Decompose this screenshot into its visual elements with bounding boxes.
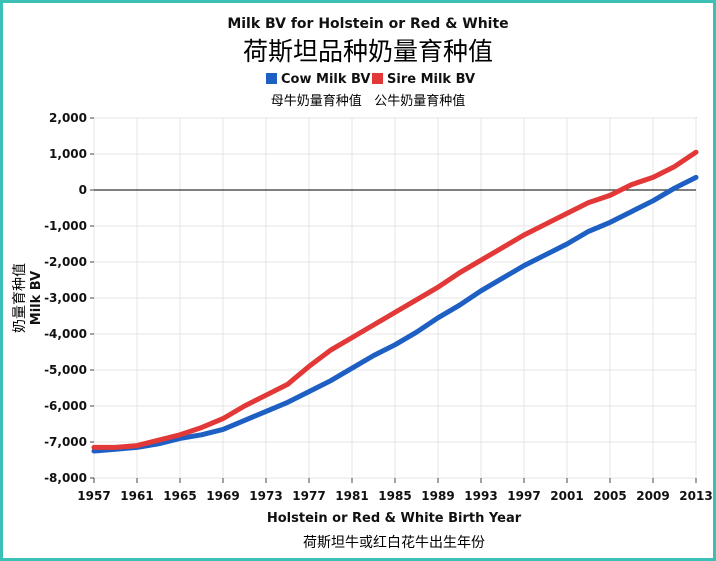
legend-swatch-cow [266, 73, 277, 84]
legend-label-cow: Cow Milk BV [281, 72, 370, 87]
x-axis-label-cn: 荷斯坦牛或红白花牛出生年份 [303, 535, 485, 551]
y-tick-label: -8,000 [44, 471, 87, 485]
x-tick-label: 1965 [163, 489, 196, 503]
y-tick-label: -3,000 [44, 291, 87, 305]
y-axis-label-cn: 奶量育种值 [12, 263, 28, 333]
y-tick-label: 1,000 [49, 147, 87, 161]
y-axis-label: Milk BV [29, 271, 44, 325]
series-line-sire [91, 149, 699, 450]
series-line-cow [91, 174, 699, 454]
x-tick-label: 1973 [249, 489, 282, 503]
legend-label-sire: Sire Milk BV [387, 72, 475, 87]
x-tick-label: 1981 [335, 489, 368, 503]
x-tick-label: 2001 [550, 489, 583, 503]
x-tick-label: 2013 [679, 489, 712, 503]
x-tick-label: 2005 [593, 489, 626, 503]
x-tick-label: 1969 [206, 489, 239, 503]
x-axis-ticks: 1957 1961 1965 1969 1973 1977 1981 1985 1989 1993… [77, 478, 713, 503]
x-tick-label: 1997 [507, 489, 540, 503]
legend-label-cn: 母牛奶量育种值 公牛奶量育种值 [271, 93, 465, 109]
x-tick-label: 1993 [464, 489, 497, 503]
y-tick-label: -2,000 [44, 255, 87, 269]
legend: Cow Milk BV Sire Milk BV 母牛奶量育种值 公牛奶量育种值 [266, 72, 475, 109]
chart-title-cn: 荷斯坦品种奶量育种值 [243, 37, 493, 66]
y-tick-label: 0 [79, 183, 87, 197]
y-tick-label: 2,000 [49, 111, 87, 125]
series-lines [91, 149, 699, 454]
x-tick-label: 1985 [378, 489, 411, 503]
y-axis-ticks: 2,000 1,000 0 -1,000 -2,000 -3,000 -4,000 -5,00… [44, 111, 94, 485]
x-tick-label: 1961 [120, 489, 153, 503]
x-tick-label: 1957 [77, 489, 110, 503]
y-tick-label: -4,000 [44, 327, 87, 341]
y-tick-label: -5,000 [44, 363, 87, 377]
y-tick-label: -7,000 [44, 435, 87, 449]
x-axis-label: Holstein or Red & White Birth Year [267, 511, 522, 526]
x-tick-label: 1989 [421, 489, 454, 503]
x-tick-label: 2009 [636, 489, 669, 503]
chart-title: Milk BV for Holstein or Red & White [227, 16, 508, 32]
y-tick-label: -1,000 [44, 219, 87, 233]
x-tick-label: 1977 [292, 489, 325, 503]
legend-swatch-sire [372, 73, 383, 84]
y-tick-label: -6,000 [44, 399, 87, 413]
